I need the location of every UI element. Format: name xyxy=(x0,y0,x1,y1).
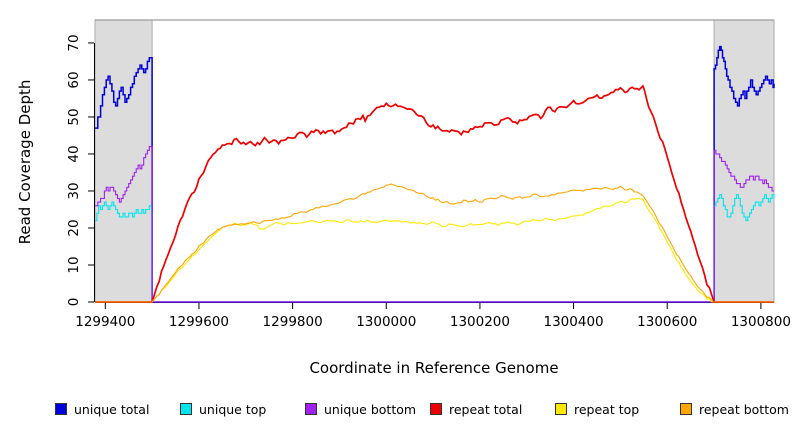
legend-swatch-repeat-bottom xyxy=(680,403,692,415)
legend-swatch-repeat-total xyxy=(430,403,442,415)
series-line-repeat-total xyxy=(95,84,774,303)
legend-label: repeat total xyxy=(449,401,523,417)
legend-item-unique-top: unique top xyxy=(180,401,266,417)
x-axis-title: Coordinate in Reference Genome xyxy=(309,359,559,377)
y-tick-label: 60 xyxy=(66,71,82,89)
y-tick-label: 30 xyxy=(66,182,82,200)
legend-label: unique total xyxy=(74,401,150,417)
y-tick-label: 20 xyxy=(66,219,82,237)
legend-label: repeat bottom xyxy=(699,401,789,417)
y-tick-label: 70 xyxy=(66,34,82,52)
x-tick-label: 1300400 xyxy=(543,314,604,330)
legend-item-repeat-bottom: repeat bottom xyxy=(680,401,789,417)
legend-label: repeat top xyxy=(574,401,640,417)
y-tick-label: 40 xyxy=(66,145,82,163)
y-tick-label: 50 xyxy=(66,108,82,126)
legend-label: unique bottom xyxy=(324,401,417,417)
legend-swatch-repeat-top xyxy=(555,403,567,415)
series-line-unique-top xyxy=(95,194,775,303)
legend-swatch-unique-bottom xyxy=(305,403,317,415)
x-tick-label: 1299600 xyxy=(168,314,230,330)
y-tick-label: 10 xyxy=(66,256,82,274)
x-tick-label: 1300200 xyxy=(449,314,510,330)
y-tick-label: 0 xyxy=(66,297,82,307)
y-axis-title: Read Coverage Depth xyxy=(16,79,34,245)
x-tick-label: 1299800 xyxy=(262,314,323,330)
series-line-unique-bottom xyxy=(95,146,774,303)
legend-item-repeat-top: repeat top xyxy=(555,401,639,417)
legend-item-unique-total: unique total xyxy=(55,401,149,417)
legend-item-repeat-total: repeat total xyxy=(430,401,522,417)
x-tick-label: 1300800 xyxy=(730,314,791,330)
legend-swatch-unique-top xyxy=(180,403,192,415)
legend-item-unique-bottom: unique bottom xyxy=(305,401,416,417)
x-tick-label: 1300600 xyxy=(637,314,698,330)
shaded-region-left-flank xyxy=(94,19,153,303)
legend-label: unique top xyxy=(199,401,267,417)
x-tick-label: 1300000 xyxy=(356,314,417,330)
series-line-repeat-bottom xyxy=(95,183,774,303)
legend-swatch-unique-total xyxy=(55,403,67,415)
series-line-repeat-top xyxy=(95,197,774,303)
x-tick-label: 1299400 xyxy=(75,314,136,330)
